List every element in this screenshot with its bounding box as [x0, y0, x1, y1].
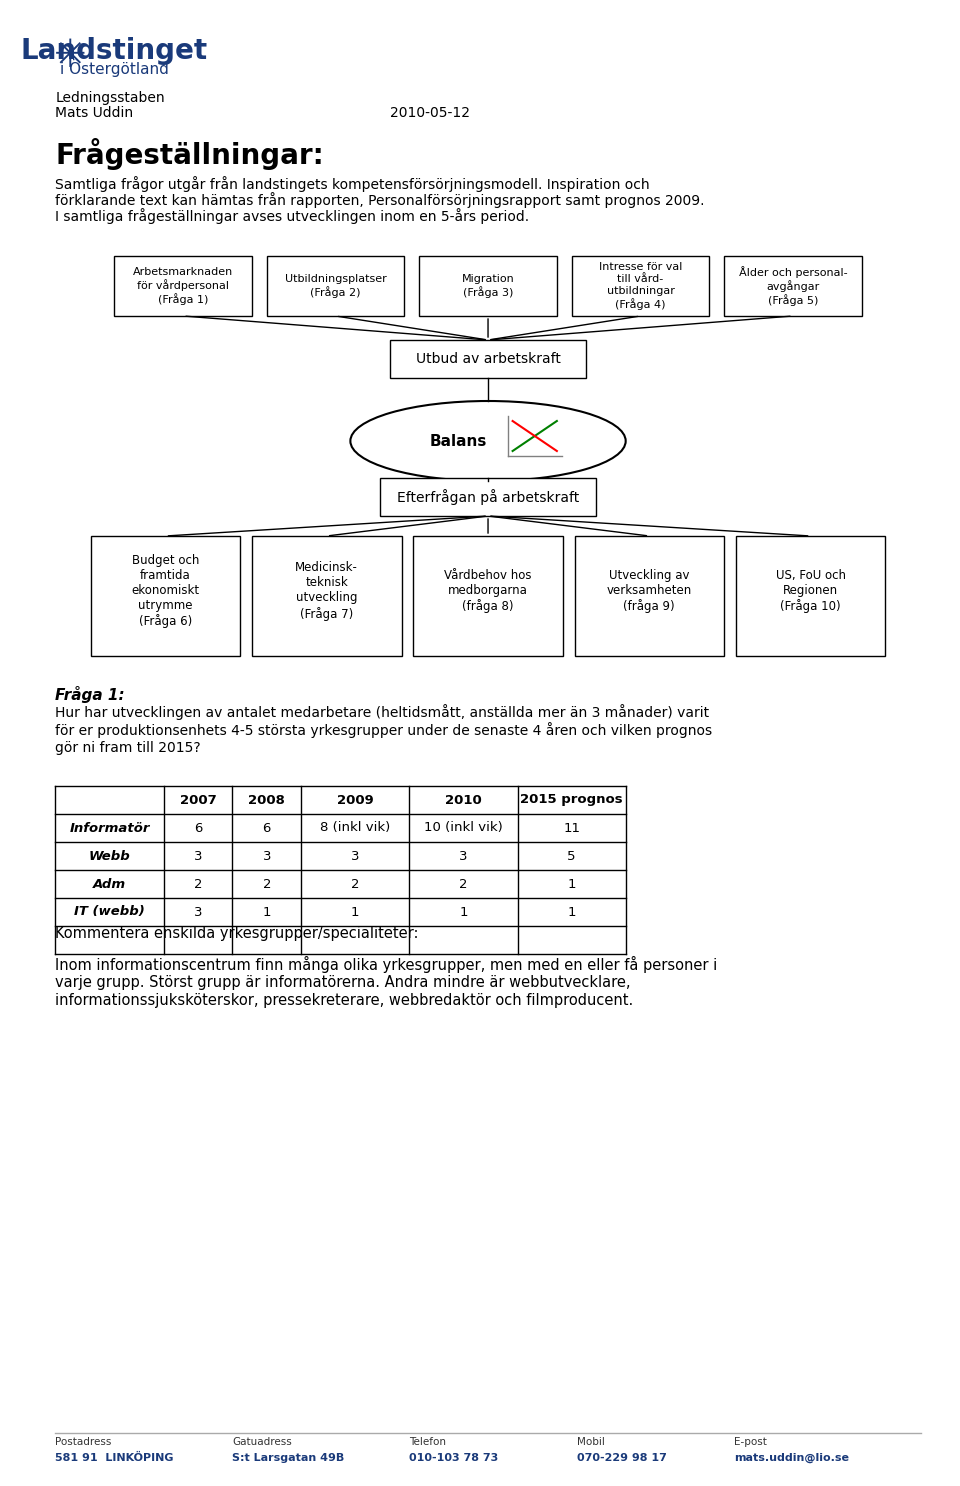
Text: S:t Larsgatan 49B: S:t Larsgatan 49B: [232, 1453, 345, 1464]
Text: Migration
(Fråga 3): Migration (Fråga 3): [462, 273, 515, 299]
FancyBboxPatch shape: [724, 256, 862, 317]
Text: I samtliga frågeställningar avses utvecklingen inom en 5-års period.: I samtliga frågeställningar avses utveck…: [56, 208, 530, 224]
Text: 3: 3: [194, 905, 203, 918]
Text: Kommentera enskilda yrkesgrupper/specialiteter:: Kommentera enskilda yrkesgrupper/special…: [56, 926, 419, 941]
Text: 3: 3: [351, 850, 360, 862]
Text: Utbud av arbetskraft: Utbud av arbetskraft: [416, 352, 561, 366]
Text: Budget och
framtida
ekonomiskt
utrymme
(Fråga 6): Budget och framtida ekonomiskt utrymme (…: [132, 554, 200, 629]
Ellipse shape: [350, 401, 626, 481]
Text: Ledningsstaben: Ledningsstaben: [56, 91, 165, 106]
Text: 6: 6: [263, 822, 271, 835]
Text: Arbetsmarknaden
för vårdpersonal
(Fråga 1): Arbetsmarknaden för vårdpersonal (Fråga …: [133, 267, 233, 305]
Text: 2007: 2007: [180, 794, 216, 807]
Text: Adm: Adm: [93, 878, 126, 890]
Text: 2: 2: [351, 878, 360, 890]
Text: 3: 3: [262, 850, 271, 862]
FancyBboxPatch shape: [252, 536, 401, 655]
Text: 10 (inkl vik): 10 (inkl vik): [424, 822, 503, 835]
FancyBboxPatch shape: [571, 256, 709, 317]
FancyBboxPatch shape: [390, 340, 587, 377]
FancyBboxPatch shape: [114, 256, 252, 317]
Text: Intresse för val
till vård-
utbildningar
(Fråga 4): Intresse för val till vård- utbildningar…: [599, 263, 683, 309]
Text: Efterfrågan på arbetskraft: Efterfrågan på arbetskraft: [396, 489, 579, 505]
Text: 2010-05-12: 2010-05-12: [390, 106, 469, 120]
Text: 3: 3: [459, 850, 468, 862]
FancyBboxPatch shape: [414, 536, 563, 655]
Text: 1: 1: [567, 878, 576, 890]
Text: Medicinsk-
teknisk
utveckling
(Fråga 7): Medicinsk- teknisk utveckling (Fråga 7): [296, 562, 358, 621]
Text: 070-229 98 17: 070-229 98 17: [577, 1453, 666, 1464]
Text: Landstinget: Landstinget: [21, 37, 208, 65]
Text: Mobil: Mobil: [577, 1437, 605, 1447]
Text: 1: 1: [459, 905, 468, 918]
Text: 2: 2: [194, 878, 203, 890]
Text: Samtliga frågor utgår från landstingets kompetensförsörjningsmodell. Inspiration: Samtliga frågor utgår från landstingets …: [56, 175, 650, 192]
Text: US, FoU och
Regionen
(Fråga 10): US, FoU och Regionen (Fråga 10): [776, 569, 846, 614]
Text: Hur har utvecklingen av antalet medarbetare (heltidsmått, anställda mer än 3 mån: Hur har utvecklingen av antalet medarbet…: [56, 704, 712, 755]
Text: 2: 2: [262, 878, 271, 890]
FancyBboxPatch shape: [380, 478, 596, 516]
Text: Fråga 1:: Fråga 1:: [56, 687, 125, 703]
Text: Telefon: Telefon: [409, 1437, 446, 1447]
Text: 2015 prognos: 2015 prognos: [520, 794, 623, 807]
Text: mats.uddin@lio.se: mats.uddin@lio.se: [733, 1453, 849, 1464]
Text: 5: 5: [567, 850, 576, 862]
FancyBboxPatch shape: [91, 536, 240, 655]
Text: 6: 6: [194, 822, 203, 835]
Text: IT (webb): IT (webb): [74, 905, 145, 918]
Text: E-post: E-post: [733, 1437, 767, 1447]
Text: Ålder och personal-
avgångar
(Fråga 5): Ålder och personal- avgångar (Fråga 5): [738, 266, 847, 306]
Text: 2010: 2010: [445, 794, 482, 807]
Text: 010-103 78 73: 010-103 78 73: [409, 1453, 498, 1464]
Text: 581 91  LINKÖPING: 581 91 LINKÖPING: [56, 1453, 174, 1464]
Text: Inom informationscentrum finn många olika yrkesgrupper, men med en eller få pers: Inom informationscentrum finn många olik…: [56, 955, 718, 1008]
Text: 1: 1: [351, 905, 360, 918]
FancyBboxPatch shape: [574, 536, 724, 655]
Text: Utveckling av
verksamheten
(fråga 9): Utveckling av verksamheten (fråga 9): [607, 569, 692, 614]
Text: Informatör: Informatör: [69, 822, 150, 835]
Text: förklarande text kan hämtas från rapporten, Personalförsörjningsrapport samt pro: förklarande text kan hämtas från rapport…: [56, 192, 705, 208]
Text: ✳: ✳: [54, 37, 86, 74]
FancyBboxPatch shape: [735, 536, 885, 655]
Text: 2009: 2009: [337, 794, 373, 807]
Text: 1: 1: [262, 905, 271, 918]
Text: Balans: Balans: [430, 434, 488, 449]
Text: 1: 1: [567, 905, 576, 918]
Text: 11: 11: [564, 822, 580, 835]
Text: 2008: 2008: [249, 794, 285, 807]
Text: Postadress: Postadress: [56, 1437, 111, 1447]
Text: 3: 3: [194, 850, 203, 862]
Text: i Östergötland: i Östergötland: [60, 59, 169, 77]
Text: Frågeställningar:: Frågeställningar:: [56, 138, 324, 169]
Text: Webb: Webb: [88, 850, 131, 862]
Text: 8 (inkl vik): 8 (inkl vik): [321, 822, 391, 835]
FancyBboxPatch shape: [420, 256, 557, 317]
Text: Utbildningsplatser
(Fråga 2): Utbildningsplatser (Fråga 2): [285, 273, 387, 299]
Text: 2: 2: [459, 878, 468, 890]
Text: Vårdbehov hos
medborgarna
(fråga 8): Vårdbehov hos medborgarna (fråga 8): [444, 569, 532, 614]
FancyBboxPatch shape: [267, 256, 404, 317]
Text: Mats Uddin: Mats Uddin: [56, 106, 133, 120]
Text: Gatuadress: Gatuadress: [232, 1437, 292, 1447]
